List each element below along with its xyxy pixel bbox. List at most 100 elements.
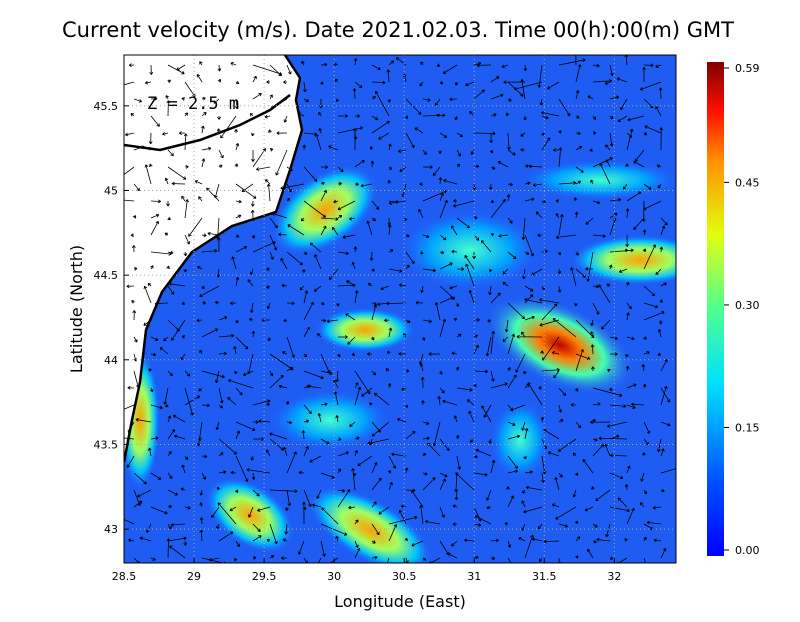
velocity-arrow <box>474 515 492 525</box>
velocity-arrow <box>150 220 159 236</box>
velocity-arrow <box>299 285 305 291</box>
velocity-arrow <box>139 536 152 542</box>
y-tick-label: 45.5 <box>94 100 119 113</box>
velocity-arrow <box>487 318 492 323</box>
velocity-arrow <box>167 523 172 530</box>
velocity-arrow <box>250 209 255 219</box>
velocity-arrow <box>303 251 308 255</box>
x-tick-label: 31.5 <box>532 570 557 583</box>
velocity-arrow <box>521 331 526 338</box>
velocity-arrow <box>181 301 186 306</box>
velocity-arrow <box>555 234 577 240</box>
velocity-arrow <box>251 234 256 239</box>
velocity-arrow <box>422 149 427 155</box>
velocity-arrow <box>605 523 611 538</box>
velocity-arrow <box>165 95 169 100</box>
velocity-arrow <box>388 166 392 170</box>
velocity-arrow <box>282 538 288 542</box>
velocity-arrow <box>398 283 407 288</box>
velocity-arrow <box>455 472 475 491</box>
velocity-arrow <box>387 470 392 474</box>
velocity-arrow <box>660 468 676 474</box>
velocity-arrow <box>522 489 526 494</box>
velocity-arrow <box>454 81 459 86</box>
velocity-arrow <box>642 229 647 236</box>
velocity-arrow <box>555 199 560 203</box>
velocity-arrow <box>130 113 135 117</box>
velocity-arrow <box>337 114 348 118</box>
velocity-arrow <box>303 98 309 103</box>
velocity-arrow <box>589 148 594 152</box>
velocity-arrow <box>320 438 330 445</box>
velocity-arrow <box>507 98 512 102</box>
velocity-arrow <box>227 379 254 389</box>
velocity-arrow <box>599 163 611 185</box>
velocity-arrow <box>133 98 143 103</box>
velocity-arrow <box>198 437 203 441</box>
velocity-arrow <box>318 128 323 134</box>
velocity-arrow <box>371 501 377 508</box>
velocity-arrow <box>574 302 578 307</box>
velocity-arrow <box>656 438 662 453</box>
velocity-arrow <box>405 233 410 238</box>
velocity-arrow <box>454 489 459 501</box>
velocity-arrow <box>126 455 135 468</box>
velocity-arrow <box>590 319 594 326</box>
velocity-arrow <box>605 144 611 151</box>
velocity-arrow <box>388 327 393 338</box>
velocity-arrow <box>286 366 294 372</box>
velocity-arrow <box>143 285 152 304</box>
velocity-arrow <box>524 534 534 559</box>
velocity-arrow <box>626 383 637 389</box>
velocity-arrow <box>150 265 154 270</box>
velocity-arrow <box>418 209 424 219</box>
velocity-arrow <box>574 472 579 476</box>
velocity-arrow <box>286 336 295 358</box>
velocity-arrow <box>404 404 408 409</box>
velocity-arrow <box>456 217 471 229</box>
velocity-arrow <box>643 200 662 211</box>
velocity-arrow <box>170 522 186 527</box>
velocity-arrow <box>354 519 359 525</box>
velocity-arrow <box>592 302 600 315</box>
velocity-arrow <box>178 131 186 135</box>
velocity-arrow <box>573 197 578 202</box>
velocity-arrow <box>148 132 153 145</box>
velocity-arrow <box>609 132 614 147</box>
velocity-arrow <box>335 370 340 383</box>
velocity-arrow <box>285 506 289 511</box>
velocity-arrow <box>303 404 312 415</box>
velocity-arrow <box>414 127 424 134</box>
velocity-arrow <box>558 523 569 528</box>
velocity-arrow <box>148 368 152 372</box>
velocity-arrow <box>643 244 657 270</box>
velocity-arrow <box>592 387 623 398</box>
velocity-arrow <box>234 370 238 375</box>
velocity-arrow <box>405 132 415 148</box>
velocity-arrow <box>434 302 441 321</box>
velocity-arrow <box>592 523 598 528</box>
velocity-arrow <box>281 283 288 288</box>
velocity-arrow <box>660 225 666 236</box>
velocity-arrow <box>642 452 646 457</box>
velocity-arrow <box>321 507 339 525</box>
x-tick-label: 29.5 <box>252 570 277 583</box>
velocity-arrow <box>132 215 137 219</box>
velocity-arrow <box>538 557 543 562</box>
velocity-arrow <box>625 281 630 287</box>
velocity-arrow <box>626 507 635 525</box>
velocity-arrow <box>572 489 577 498</box>
velocity-arrow <box>230 301 237 306</box>
velocity-arrow <box>215 217 220 240</box>
velocity-arrow <box>387 383 392 389</box>
velocity-arrow <box>421 400 425 406</box>
velocity-arrow <box>252 535 262 542</box>
velocity-arrow <box>166 200 170 207</box>
velocity-arrow <box>286 251 303 266</box>
velocity-arrow <box>352 88 357 100</box>
velocity-arrow <box>306 384 322 389</box>
velocity-arrow <box>473 523 482 527</box>
velocity-arrow <box>386 557 390 563</box>
velocity-arrow <box>335 415 340 423</box>
velocity-arrow <box>558 472 563 478</box>
